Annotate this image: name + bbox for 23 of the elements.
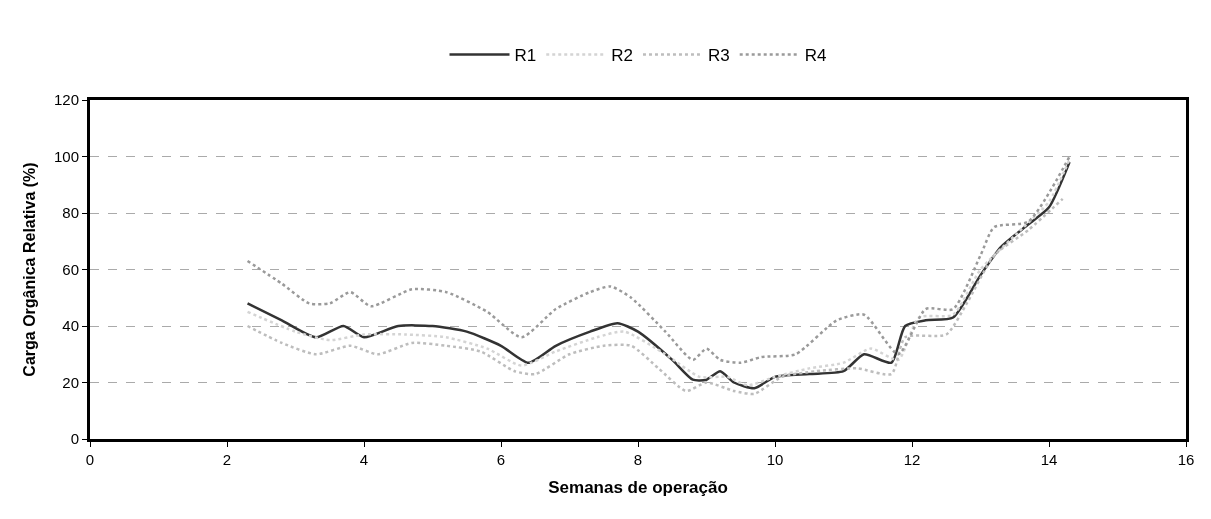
x-tick-label: 8 [633, 451, 643, 468]
y-tick-label: 60 [62, 260, 79, 278]
y-tick-label: 80 [62, 204, 79, 222]
legend-label: R1 [514, 46, 537, 66]
x-tick-label: 0 [85, 451, 95, 468]
x-axis-title: Semanas de operação [548, 478, 728, 498]
legend-label: R2 [611, 46, 633, 66]
x-tick-label: 4 [359, 451, 369, 468]
y-tick-label: 20 [62, 373, 79, 391]
y-tick-label: 100 [53, 147, 79, 165]
x-tick-label: 12 [903, 451, 921, 468]
y-tick-label: 120 [53, 91, 79, 109]
x-tick-label: 6 [496, 451, 506, 468]
y-tick-label: 40 [62, 317, 79, 335]
line-series [246, 197, 1064, 396]
legend-label: R4 [804, 46, 827, 66]
x-tick-label: 14 [1040, 451, 1058, 468]
legend-label: R3 [707, 46, 730, 66]
x-tick-label: 10 [766, 451, 784, 468]
y-axis-title: Carga Orgânica Relativa (%) [20, 162, 38, 377]
x-tick-label: 2 [222, 451, 232, 468]
x-tick-label: 16 [1177, 451, 1195, 468]
y-tick-label: 0 [70, 430, 79, 448]
